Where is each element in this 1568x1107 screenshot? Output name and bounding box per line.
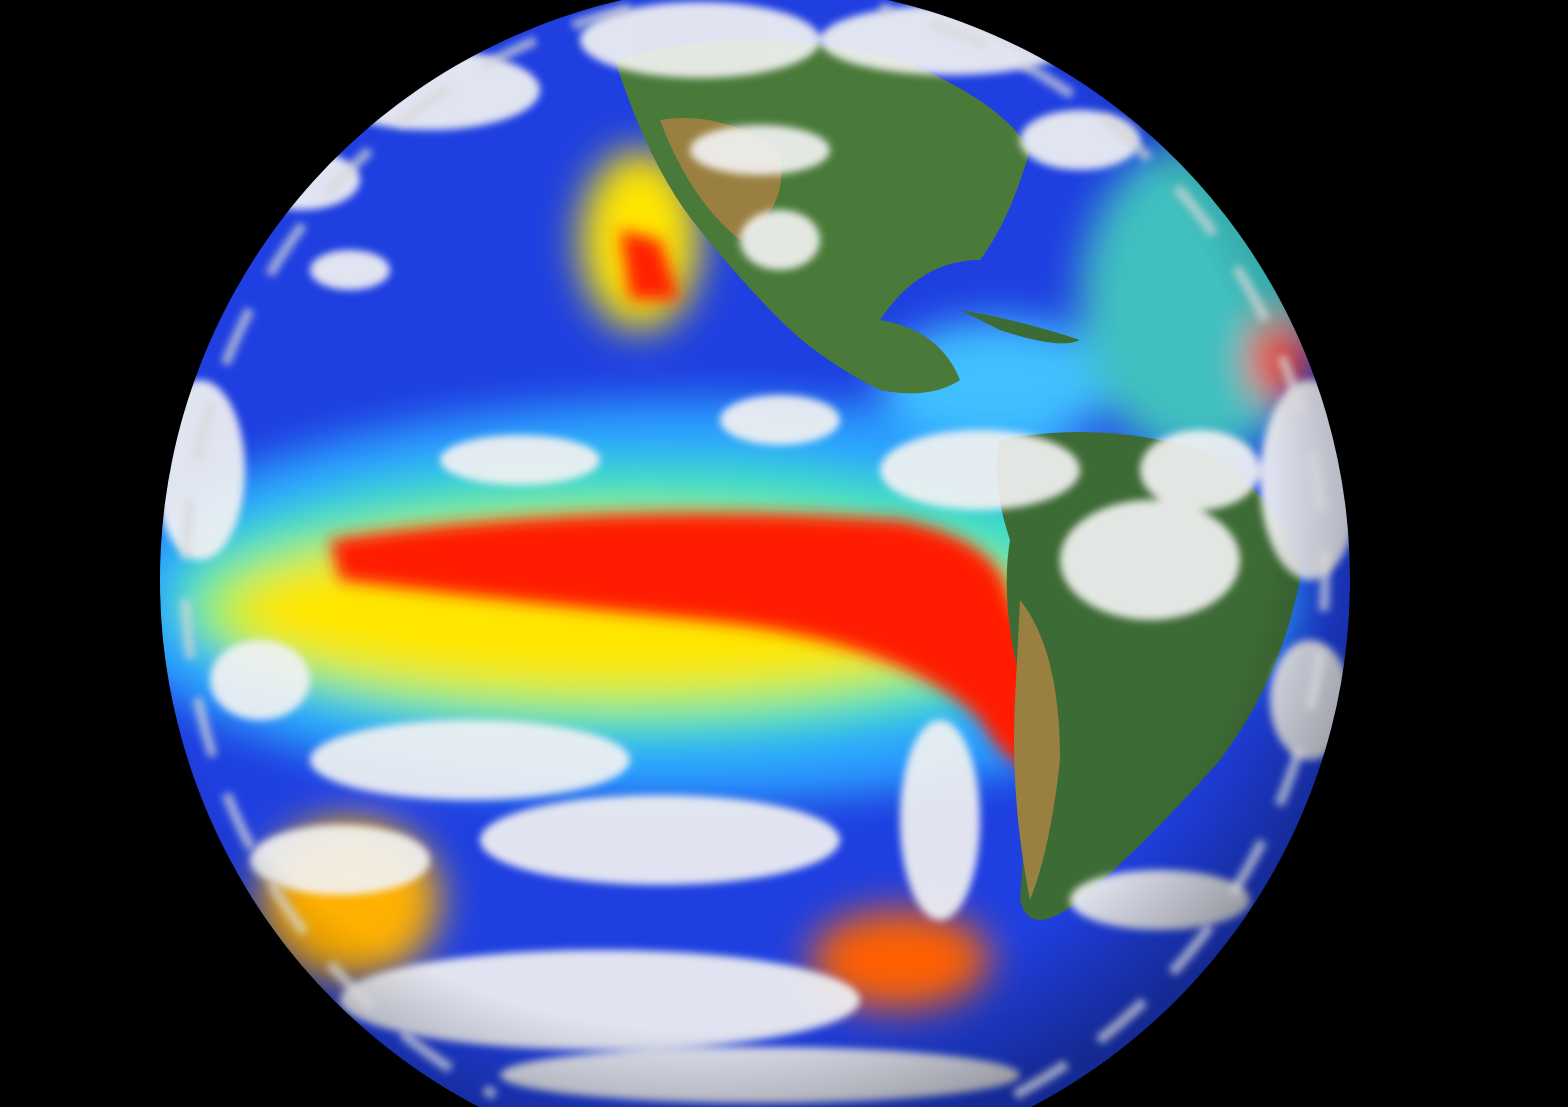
cloud-halo <box>180 3 1330 1100</box>
globe <box>159 0 1351 1107</box>
limb-shading <box>159 0 1351 1107</box>
